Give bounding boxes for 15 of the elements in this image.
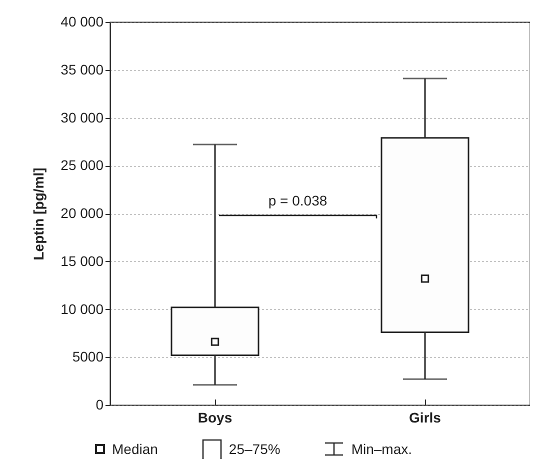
y-tick-label: 5000 xyxy=(72,348,104,365)
y-tick-label: 0 xyxy=(96,396,104,412)
y-tick-label: 30 000 xyxy=(60,109,104,126)
y-tick-label: 15 000 xyxy=(60,252,104,269)
text: Min–max. xyxy=(351,441,412,457)
y-axis-title: Leptin [pg/ml] xyxy=(30,168,47,260)
text: 25–75% xyxy=(228,441,280,457)
y-tick-label: 20 000 xyxy=(60,205,104,221)
y-tick-label: 25 000 xyxy=(60,157,104,174)
y-tick-label: 40 000 xyxy=(60,14,104,30)
annotation: p = 0.038 xyxy=(268,192,328,208)
text: Median xyxy=(112,441,158,457)
y-tick-label: 10 000 xyxy=(60,300,104,317)
x-tick-label: Girls xyxy=(409,410,442,426)
y-tick-label: 35 000 xyxy=(60,61,104,78)
